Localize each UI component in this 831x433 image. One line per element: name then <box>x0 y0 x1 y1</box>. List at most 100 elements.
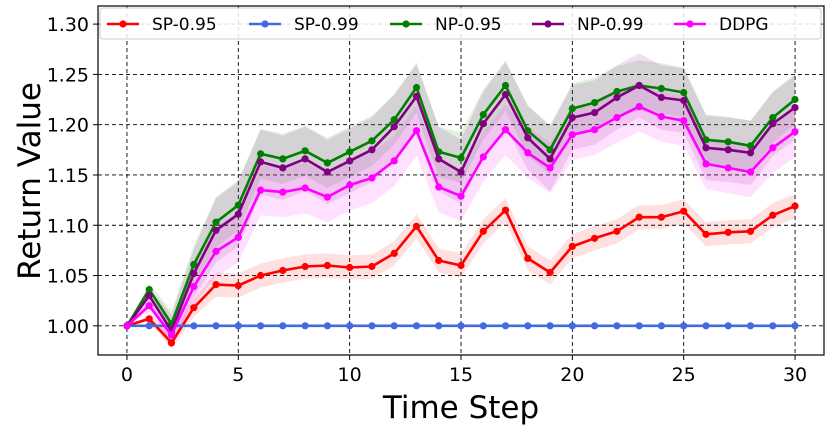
point-sp-0-95 <box>524 254 532 262</box>
point-sp-0-99 <box>368 322 376 330</box>
series-np-0-95 <box>123 81 799 330</box>
legend-box <box>99 7 822 40</box>
point-np-0-99 <box>546 155 554 163</box>
point-sp-0-99 <box>635 322 643 330</box>
point-np-0-99 <box>301 155 309 163</box>
point-ddpg <box>190 283 198 291</box>
x-axis-title: Time Step <box>382 390 539 426</box>
legend-label: SP-0.95 <box>152 15 217 35</box>
point-np-0-99 <box>212 226 220 234</box>
point-sp-0-99 <box>234 322 242 330</box>
point-ddpg <box>123 322 131 330</box>
point-np-0-99 <box>702 144 710 152</box>
band-ddpg <box>127 81 795 348</box>
point-np-0-95 <box>591 99 599 107</box>
point-ddpg <box>791 128 799 136</box>
legend-swatch-marker <box>544 20 552 28</box>
point-np-0-99 <box>769 120 777 128</box>
point-np-0-95 <box>791 95 799 104</box>
point-ddpg <box>746 168 755 176</box>
point-np-0-99 <box>257 158 265 166</box>
y-tick-label: 1.30 <box>47 14 89 36</box>
x-tick-label: 0 <box>121 364 133 386</box>
point-sp-0-99 <box>412 322 421 330</box>
series-sp-0-99 <box>123 322 799 330</box>
point-sp-0-99 <box>190 322 198 330</box>
band-np-0-99 <box>127 53 795 348</box>
x-tick-label: 5 <box>232 364 244 386</box>
point-np-0-95 <box>368 137 376 145</box>
point-np-0-99 <box>657 93 666 102</box>
point-sp-0-99 <box>702 322 710 330</box>
y-axis-title: Return Value <box>12 82 48 280</box>
point-ddpg <box>479 153 487 161</box>
y-tick-label: 1.05 <box>47 266 89 288</box>
point-np-0-99 <box>390 123 398 131</box>
legend-item-ddpg: DDPG <box>674 15 769 35</box>
point-np-0-99 <box>501 90 510 99</box>
point-sp-0-99 <box>591 322 599 330</box>
point-sp-0-95 <box>613 227 621 235</box>
y-tick-label: 1.20 <box>47 115 89 137</box>
point-np-0-95 <box>546 146 554 154</box>
legend-item-sp-0-95: SP-0.95 <box>107 15 217 35</box>
band-sp-0-95 <box>127 194 795 349</box>
point-ddpg <box>613 114 621 122</box>
point-np-0-95 <box>724 138 732 146</box>
point-sp-0-95 <box>390 249 398 257</box>
point-sp-0-95 <box>746 227 755 235</box>
point-ddpg <box>390 157 398 165</box>
legend: SP-0.95 SP-0.99 NP-0.95 NP-0.99 DDPG <box>99 7 822 40</box>
point-np-0-99 <box>680 96 688 105</box>
point-sp-0-95 <box>346 263 354 272</box>
legend-item-sp-0-99: SP-0.99 <box>249 15 359 35</box>
point-np-0-95 <box>145 286 153 294</box>
point-sp-0-99 <box>680 322 688 330</box>
point-np-0-95 <box>680 88 688 97</box>
legend-swatch-marker <box>119 20 127 28</box>
point-sp-0-99 <box>346 322 354 330</box>
point-np-0-95 <box>657 84 666 93</box>
legend-label: SP-0.99 <box>294 15 359 35</box>
point-np-0-99 <box>368 146 376 154</box>
point-sp-0-95 <box>167 339 176 347</box>
point-np-0-95 <box>613 87 621 96</box>
point-sp-0-99 <box>613 322 621 330</box>
point-ddpg <box>412 127 421 135</box>
series-lines <box>123 81 799 347</box>
x-tick-label: 10 <box>338 364 362 386</box>
point-ddpg <box>501 126 510 134</box>
point-sp-0-95 <box>657 213 666 221</box>
point-sp-0-99 <box>746 322 755 330</box>
point-sp-0-95 <box>368 262 376 271</box>
legend-swatch-marker <box>686 20 694 28</box>
point-sp-0-95 <box>724 228 732 236</box>
legend-item-np-0-95: NP-0.95 <box>390 15 502 35</box>
point-np-0-99 <box>145 292 153 300</box>
point-ddpg <box>301 184 309 192</box>
point-sp-0-95 <box>145 315 153 323</box>
point-sp-0-95 <box>568 242 576 250</box>
point-sp-0-95 <box>190 304 198 312</box>
point-sp-0-95 <box>635 213 643 221</box>
point-np-0-95 <box>746 142 755 150</box>
point-sp-0-99 <box>501 322 510 330</box>
point-ddpg <box>212 247 220 255</box>
point-sp-0-95 <box>234 282 242 290</box>
point-sp-0-99 <box>145 322 153 330</box>
point-ddpg <box>635 103 643 111</box>
point-sp-0-95 <box>279 266 287 275</box>
point-ddpg <box>457 192 465 200</box>
point-sp-0-99 <box>435 322 443 330</box>
point-sp-0-95 <box>412 222 421 230</box>
y-tick-label: 1.25 <box>47 64 89 86</box>
y-tick-label: 1.10 <box>47 215 89 237</box>
point-sp-0-95 <box>791 202 799 210</box>
point-ddpg <box>368 174 376 182</box>
point-np-0-99 <box>724 146 732 154</box>
point-np-0-99 <box>190 269 198 278</box>
series-sp-0-95 <box>123 202 799 347</box>
point-sp-0-95 <box>702 230 710 238</box>
point-np-0-99 <box>479 120 487 128</box>
